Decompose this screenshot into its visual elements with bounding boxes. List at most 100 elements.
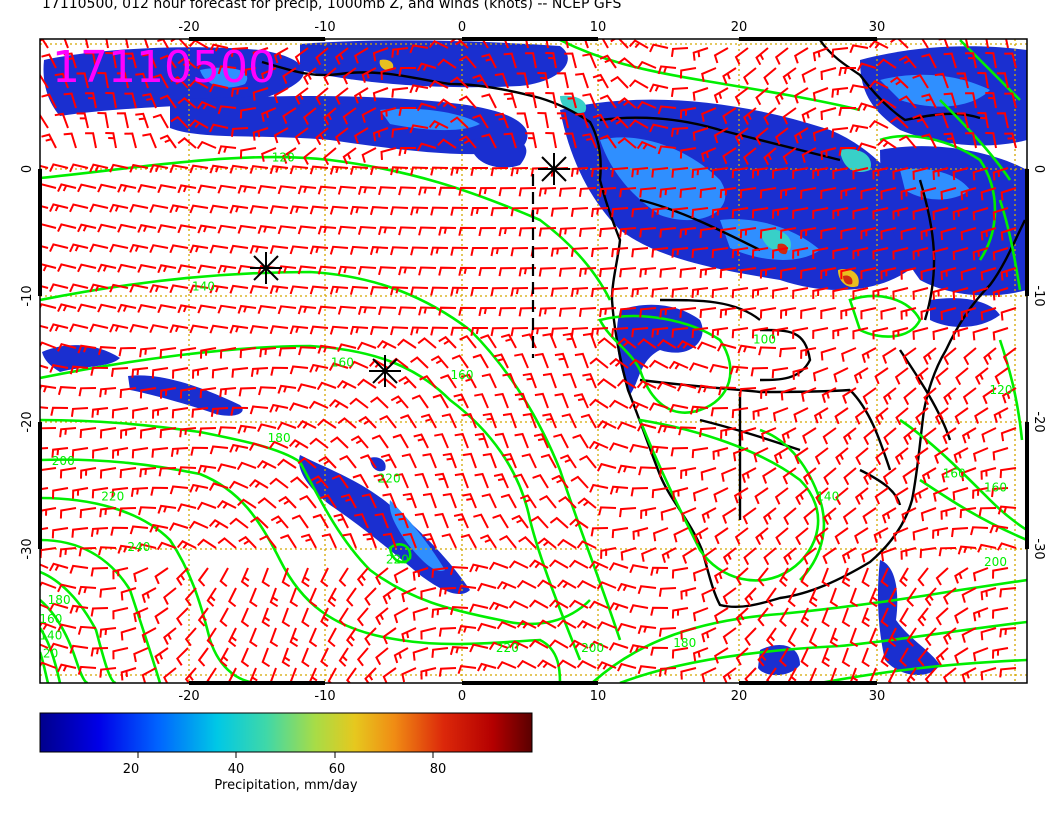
wind-barb xyxy=(619,187,637,198)
wind-barb xyxy=(740,427,757,441)
wind-barb xyxy=(229,517,249,529)
wind-barb xyxy=(953,447,969,463)
wind-barb xyxy=(558,187,577,197)
wind-barb xyxy=(514,353,529,369)
wind-barb xyxy=(430,246,449,256)
wind-barb xyxy=(99,667,117,678)
wind-barb xyxy=(457,625,477,635)
wind-barb xyxy=(940,187,957,201)
wind-barb xyxy=(999,467,1017,479)
wind-barb xyxy=(831,127,849,138)
wind-barb xyxy=(608,642,629,651)
wind-barb xyxy=(356,341,377,351)
wind-barb xyxy=(209,445,229,455)
wind-barb xyxy=(481,373,497,389)
wind-barb xyxy=(206,587,217,607)
wind-barb xyxy=(40,547,57,559)
wind-barb xyxy=(782,107,797,125)
wind-barb xyxy=(510,247,529,257)
wind-barb xyxy=(129,525,149,535)
lon-tick-label: 20 xyxy=(731,20,748,35)
wind-barb xyxy=(722,547,737,565)
wind-barb xyxy=(841,647,851,668)
wind-barb xyxy=(481,39,489,49)
wind-barb xyxy=(696,341,717,350)
wind-barb xyxy=(550,207,569,217)
wind-barb xyxy=(40,204,49,209)
wind-barb xyxy=(111,487,129,498)
wind-barb xyxy=(428,119,449,129)
wind-barb xyxy=(296,420,317,429)
wind-barb xyxy=(171,407,189,419)
wind-barb xyxy=(473,513,489,529)
wind-barb xyxy=(992,647,1009,659)
wind-barb xyxy=(362,532,377,549)
wind-barb xyxy=(449,116,469,129)
wind-barb xyxy=(89,323,109,333)
wind-barb xyxy=(854,487,869,505)
wind-barb xyxy=(578,187,597,197)
wind-barb xyxy=(872,207,889,220)
wind-barb xyxy=(980,227,997,241)
wind-barb xyxy=(577,497,597,509)
wind-barb xyxy=(97,223,117,233)
wind-barb xyxy=(315,127,329,146)
wind-barb xyxy=(237,498,257,509)
wind-barb xyxy=(734,87,749,105)
wind-barb xyxy=(249,245,269,254)
wind-barb xyxy=(842,427,857,445)
wind-barb xyxy=(277,458,297,469)
wind-barb xyxy=(380,147,397,160)
wind-barb xyxy=(410,326,429,336)
wind-barb xyxy=(197,647,209,667)
wind-barb xyxy=(841,347,857,362)
wind-barb xyxy=(382,492,397,509)
wind-barb xyxy=(361,67,377,83)
wind-barb xyxy=(290,476,309,489)
wind-barb xyxy=(881,507,897,524)
wind-barb xyxy=(588,640,609,649)
wind-barb xyxy=(572,433,589,449)
wind-barb xyxy=(861,647,870,668)
wind-barb xyxy=(588,560,609,570)
wind-barb xyxy=(763,67,777,86)
wind-barb xyxy=(219,387,237,398)
wind-barb xyxy=(912,73,929,89)
wind-barb xyxy=(90,527,109,537)
wind-barb xyxy=(631,167,649,178)
wind-barb xyxy=(682,547,697,564)
wind-barb xyxy=(142,92,157,109)
wind-barb xyxy=(190,446,209,456)
wind-barb xyxy=(349,325,369,335)
wind-barb xyxy=(750,367,769,377)
wind-barb xyxy=(281,567,291,588)
lat-tick-label: 0 xyxy=(20,165,35,173)
wind-barb xyxy=(782,147,797,165)
wind-barb xyxy=(40,563,49,569)
wind-barb xyxy=(239,67,257,79)
wind-barb xyxy=(309,245,329,255)
wind-barb xyxy=(608,602,629,611)
wind-barb xyxy=(51,527,69,539)
wind-barb xyxy=(671,327,689,338)
wind-barb xyxy=(249,587,258,608)
wind-barb xyxy=(111,407,129,419)
wind-barb xyxy=(802,547,817,565)
wind-barb xyxy=(169,284,189,294)
wind-barb xyxy=(179,387,197,399)
wind-barb xyxy=(989,524,1009,534)
wind-barb xyxy=(551,474,569,489)
wind-barb xyxy=(159,54,177,69)
wind-barb xyxy=(934,72,949,89)
wind-barb xyxy=(599,134,617,149)
wind-barb xyxy=(874,367,889,385)
wind-barb xyxy=(410,286,429,296)
wind-barb xyxy=(757,647,769,667)
wind-barb xyxy=(691,247,709,258)
wind-barb xyxy=(860,307,877,320)
wind-barb xyxy=(961,427,977,444)
wind-barb xyxy=(820,227,837,239)
wind-barb xyxy=(160,387,177,399)
contour-label: 120 xyxy=(35,646,58,660)
wind-barb xyxy=(514,432,529,449)
